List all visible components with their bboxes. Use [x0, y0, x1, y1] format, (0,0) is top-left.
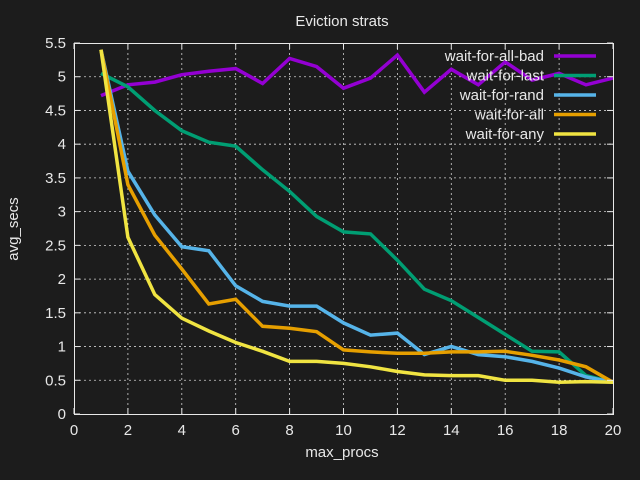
series-line-wait-for-all-bad [100, 52, 614, 98]
y-axis-title: avg_secs [5, 197, 22, 260]
x-tick-label: 14 [443, 422, 460, 439]
y-tick-label: 3.5 [45, 170, 66, 187]
y-tick-label: 2.5 [45, 237, 66, 254]
x-axis-title: max_procs [305, 444, 378, 461]
y-tick-label: 2 [58, 271, 66, 288]
y-tick-label: 5.5 [45, 35, 66, 52]
legend-label: wait-for-any [465, 126, 545, 143]
grid-layer [74, 43, 613, 414]
x-tick-label: 12 [389, 422, 406, 439]
legend-label: wait-for-rand [459, 87, 544, 104]
tick-layer: 0 2 4 6 8 10 12 14 16 18 20 0 0.5 1 1.5 2 2.5 3 3.5 4 4.5 5 5.… [45, 35, 621, 439]
x-tick-label: 20 [605, 422, 622, 439]
legend: wait-for-all-bad wait-for-last wait-for-ra… [444, 48, 596, 143]
y-tick-label: 4 [58, 136, 66, 153]
chart-title: Eviction strats [295, 13, 388, 30]
series-line-wait-for-any [99, 49, 614, 385]
y-tick-label: 0.5 [45, 372, 66, 389]
y-tick-label: 4.5 [45, 102, 66, 119]
x-tick-label: 2 [124, 422, 132, 439]
x-tick-label: 6 [232, 422, 240, 439]
y-tick-label: 1.5 [45, 305, 66, 322]
legend-label: wait-for-last [465, 68, 544, 85]
y-tick-label: 1 [58, 339, 66, 356]
x-tick-label: 18 [551, 422, 568, 439]
series-line-wait-for-all [99, 49, 614, 384]
legend-label: wait-for-all-bad [444, 48, 544, 65]
series-line-wait-for-last [100, 71, 614, 384]
legend-label: wait-for-all [474, 107, 544, 124]
x-tick-label: 10 [335, 422, 352, 439]
y-tick-label: 5 [58, 69, 66, 86]
x-tick-label: 0 [70, 422, 78, 439]
series-line-wait-for-rand [99, 49, 614, 385]
y-tick-label: 3 [58, 204, 66, 221]
x-tick-label: 16 [497, 422, 514, 439]
series-layer [99, 49, 614, 385]
x-tick-label: 8 [285, 422, 293, 439]
y-tick-label: 0 [58, 406, 66, 423]
x-tick-label: 4 [178, 422, 186, 439]
